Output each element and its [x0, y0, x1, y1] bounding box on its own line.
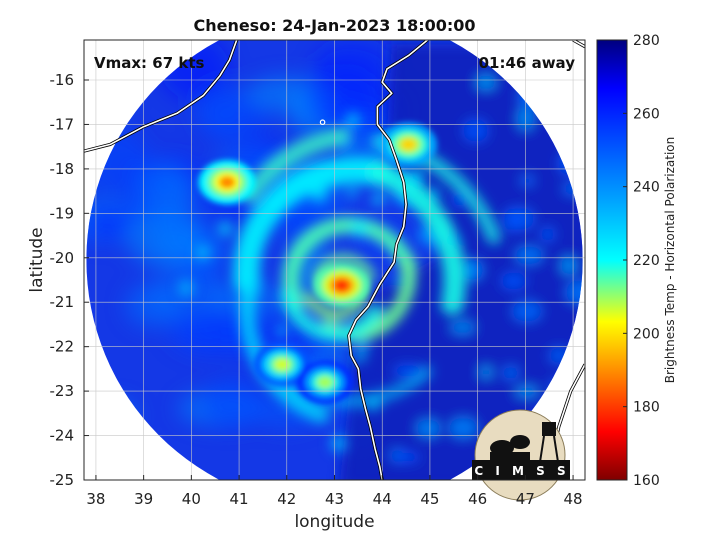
madagascar-north-coastline: [572, 40, 585, 48]
y-tick-label: -18: [50, 160, 75, 178]
colorbar-tick-label: 220: [633, 253, 660, 269]
x-tick-label: 39: [134, 490, 153, 508]
y-tick-label: -24: [50, 427, 75, 445]
x-axis-label: longitude: [294, 512, 374, 532]
x-tick-label: 43: [325, 490, 344, 508]
x-tick-label: 42: [277, 490, 296, 508]
logo-bar: [472, 460, 570, 480]
colorbar-tick-label: 260: [633, 106, 660, 122]
colorbar-tick-label: 160: [633, 473, 660, 489]
x-tick-label: 46: [468, 490, 487, 508]
y-tick-label: -22: [50, 338, 75, 356]
colorbar: 160 180 200 220 240 260 280 Brightness Temp - H…: [596, 33, 677, 489]
colorbar-tick-label: 200: [633, 326, 660, 342]
x-tick-label: 44: [373, 490, 392, 508]
colorbar-tick-label: 280: [633, 33, 660, 49]
chart-title: Cheneso: 24-Jan-2023 18:00:00: [193, 16, 475, 35]
convective-cores: [198, 122, 438, 405]
y-tick-label: -25: [50, 471, 75, 489]
y-tick-label: -16: [50, 71, 75, 89]
y-tick-label: -20: [50, 249, 75, 267]
y-tick-label: -19: [50, 204, 75, 222]
y-axis-label: latitude: [27, 227, 47, 292]
y-tick-label: -17: [50, 115, 75, 133]
madagascar-west-coastline: [348, 40, 429, 480]
vmax-annotation: Vmax: 67 kts: [94, 54, 204, 72]
grid-lines: [84, 40, 585, 480]
x-tick-label: 45: [420, 490, 439, 508]
time-offset-annotation: 01:46 away: [479, 54, 576, 72]
y-axis-ticks: -16 -17 -18 -19 -20 -21 -22 -23 -24 -25: [50, 71, 89, 489]
x-tick-label: 38: [86, 490, 105, 508]
colorbar-label: Brightness Temp - Horizontal Polarizatio…: [663, 137, 677, 384]
x-tick-label: 47: [516, 490, 535, 508]
cimss-logo: C I M S S: [472, 409, 570, 501]
colorbar-gradient: [597, 40, 627, 480]
x-tick-label: 48: [564, 490, 583, 508]
colorbar-tick-label: 240: [633, 180, 660, 196]
x-axis-ticks: 38 39 40 41 42 43 44 45 46 47 48: [86, 475, 583, 508]
y-tick-label: -23: [50, 382, 75, 400]
mozambique-coastline: [84, 40, 238, 152]
y-tick-label: -21: [50, 293, 75, 311]
island-marker: [319, 119, 326, 126]
x-tick-label: 40: [182, 490, 201, 508]
x-tick-label: 41: [230, 490, 249, 508]
colorbar-tick-label: 180: [633, 400, 660, 416]
logo-text: C I M S S: [474, 464, 569, 478]
